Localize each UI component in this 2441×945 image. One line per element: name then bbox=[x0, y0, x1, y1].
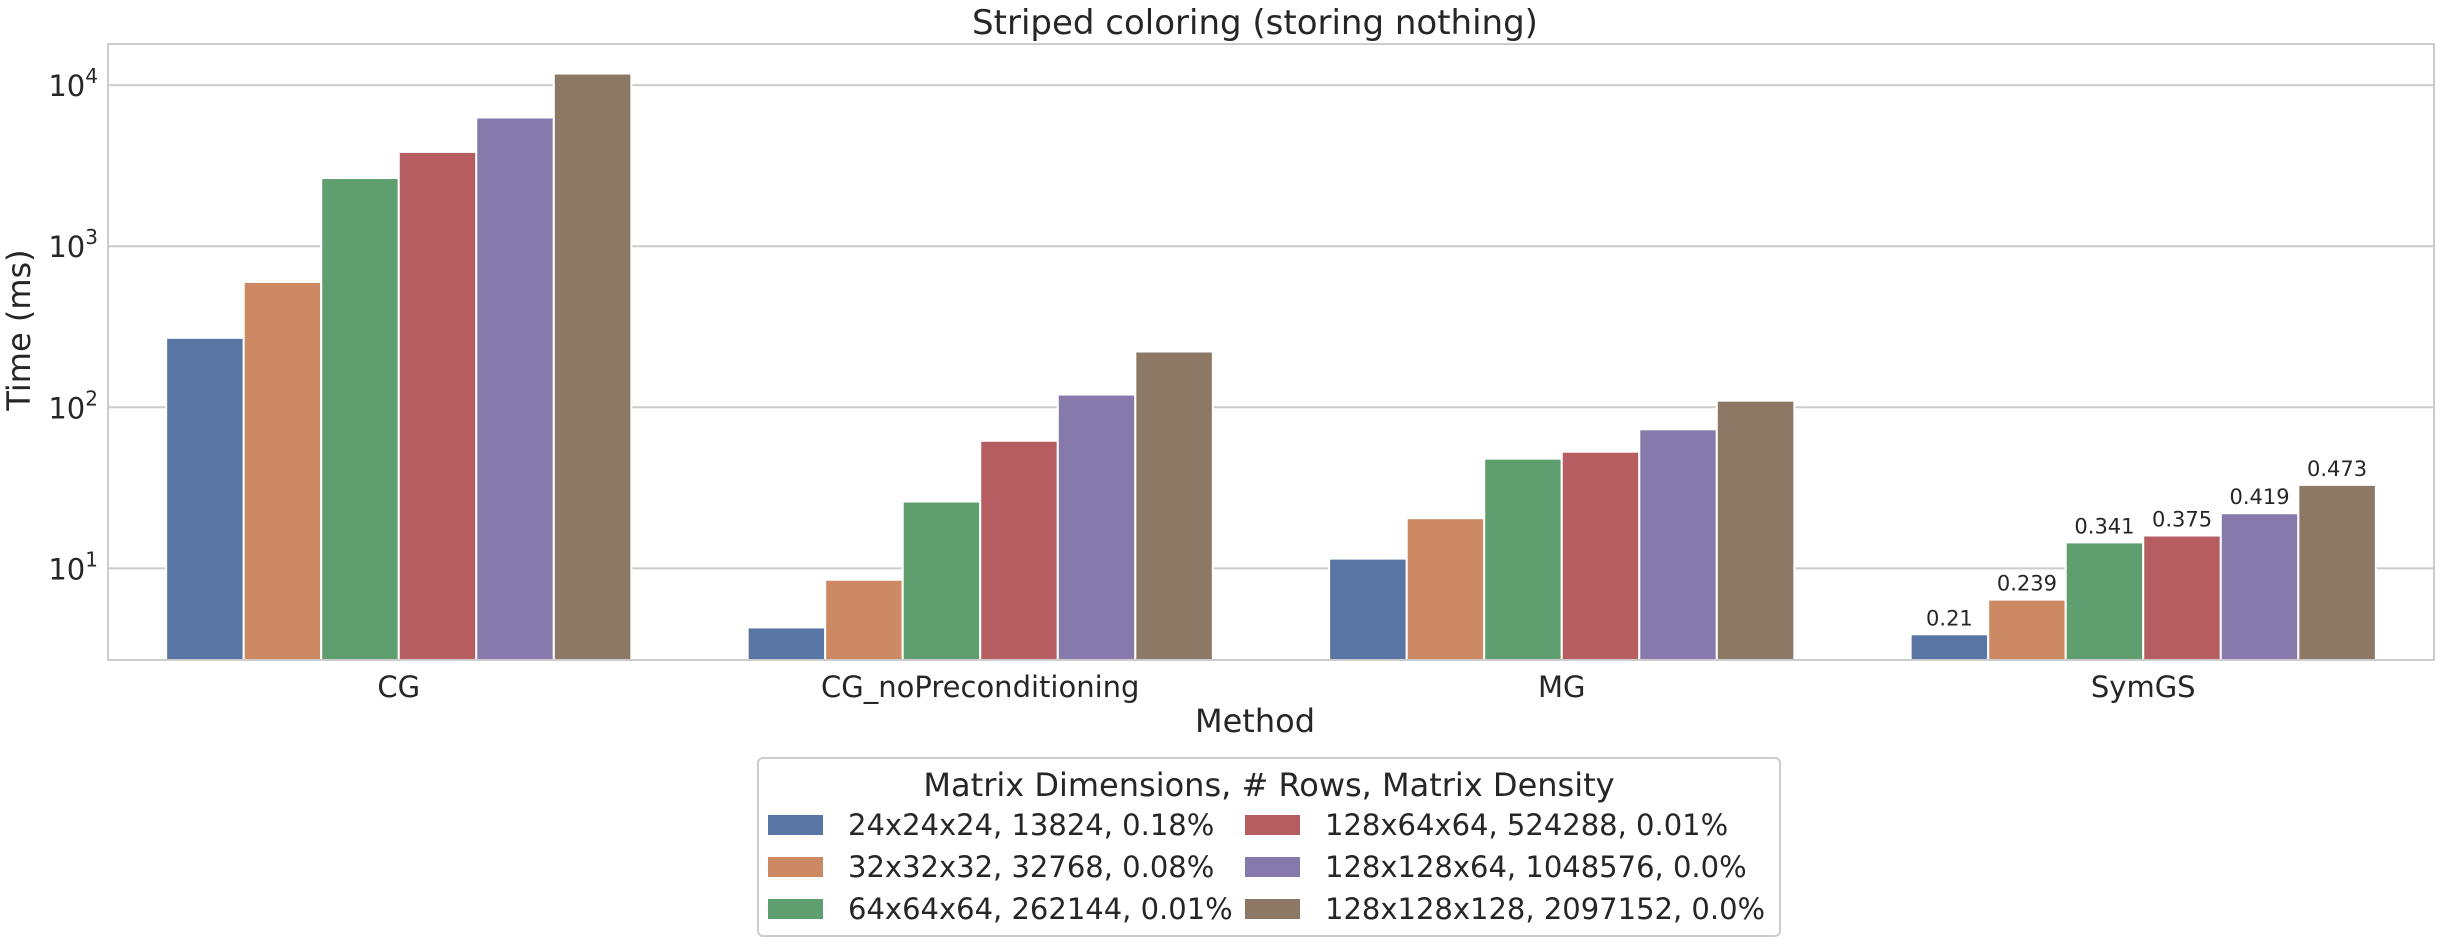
bar bbox=[242, 280, 323, 661]
bar bbox=[1328, 557, 1408, 662]
legend-entry: 24x24x24, 13824, 0.18% bbox=[848, 808, 1214, 842]
legend-swatch bbox=[768, 815, 823, 835]
x-axis-ticks: CG CG_noPreconditioning MG SymGS bbox=[377, 670, 2195, 704]
bar bbox=[165, 336, 245, 661]
bar bbox=[552, 72, 633, 662]
bar bbox=[2219, 512, 2300, 661]
y-tick-label: 102 bbox=[48, 386, 98, 425]
bar bbox=[901, 500, 982, 661]
legend-swatch bbox=[768, 899, 823, 919]
bar bbox=[1483, 457, 1563, 661]
bar bbox=[1715, 399, 1796, 661]
plot-frame bbox=[107, 43, 2435, 661]
bar bbox=[1987, 598, 2067, 662]
y-tick-label: 101 bbox=[48, 547, 98, 586]
bar bbox=[2297, 483, 2377, 661]
legend-entry: 128x64x64, 524288, 0.01% bbox=[1325, 808, 1728, 842]
legend-entry: 128x128x64, 1048576, 0.0% bbox=[1325, 850, 1747, 884]
x-axis-title: Method bbox=[1195, 702, 1315, 740]
bar bbox=[979, 439, 1059, 662]
x-tick-label: SymGS bbox=[2091, 670, 2196, 704]
x-tick-label: CG_noPreconditioning bbox=[821, 670, 1139, 704]
data-label: 0.419 bbox=[2229, 485, 2289, 509]
bar bbox=[1056, 393, 1137, 661]
data-labels: 0.21 0.239 0.341 0.375 0.419 0.473 bbox=[1926, 457, 2367, 630]
legend-box bbox=[757, 757, 1781, 937]
data-label: 0.375 bbox=[2152, 508, 2212, 532]
bar bbox=[1638, 428, 1718, 662]
y-axis-ticks: 101 102 103 104 bbox=[48, 64, 98, 586]
data-label: 0.21 bbox=[1926, 606, 1973, 630]
legend-title: Matrix Dimensions, # Rows, Matrix Densit… bbox=[923, 766, 1614, 804]
y-tick-label: 104 bbox=[48, 64, 98, 103]
data-label: 0.473 bbox=[2307, 457, 2367, 481]
legend-entry: 64x64x64, 262144, 0.01% bbox=[848, 892, 1233, 926]
bar bbox=[1909, 633, 1990, 661]
legend-entry: 32x32x32, 32768, 0.08% bbox=[848, 850, 1214, 884]
y-axis-title: Time (ms) bbox=[0, 249, 38, 411]
bar bbox=[320, 177, 400, 661]
bar bbox=[746, 626, 827, 662]
legend-swatch bbox=[1245, 899, 1300, 919]
bar bbox=[824, 578, 904, 662]
legend-swatch bbox=[768, 857, 823, 877]
bar bbox=[1560, 450, 1641, 661]
data-label: 0.341 bbox=[2074, 514, 2134, 538]
y-tick-label: 103 bbox=[48, 225, 98, 264]
bar bbox=[475, 116, 555, 662]
bar bbox=[397, 150, 478, 661]
legend: Matrix Dimensions, # Rows, Matrix Densit… bbox=[757, 757, 1781, 937]
legend-items: 24x24x24, 13824, 0.18% 32x32x32, 32768, 0… bbox=[768, 808, 1765, 926]
bar bbox=[1405, 517, 1486, 661]
bars bbox=[165, 72, 2377, 662]
legend-swatch bbox=[1245, 857, 1300, 877]
x-tick-label: CG bbox=[377, 670, 420, 704]
bar bbox=[1134, 350, 1214, 661]
x-tick-label: MG bbox=[1538, 670, 1586, 704]
bar bbox=[2142, 534, 2222, 661]
chart-title: Striped coloring (storing nothing) bbox=[972, 3, 1538, 43]
data-label: 0.239 bbox=[1997, 572, 2057, 596]
bar bbox=[2064, 541, 2145, 661]
legend-swatch bbox=[1245, 815, 1300, 835]
legend-entry: 128x128x128, 2097152, 0.0% bbox=[1325, 892, 1765, 926]
